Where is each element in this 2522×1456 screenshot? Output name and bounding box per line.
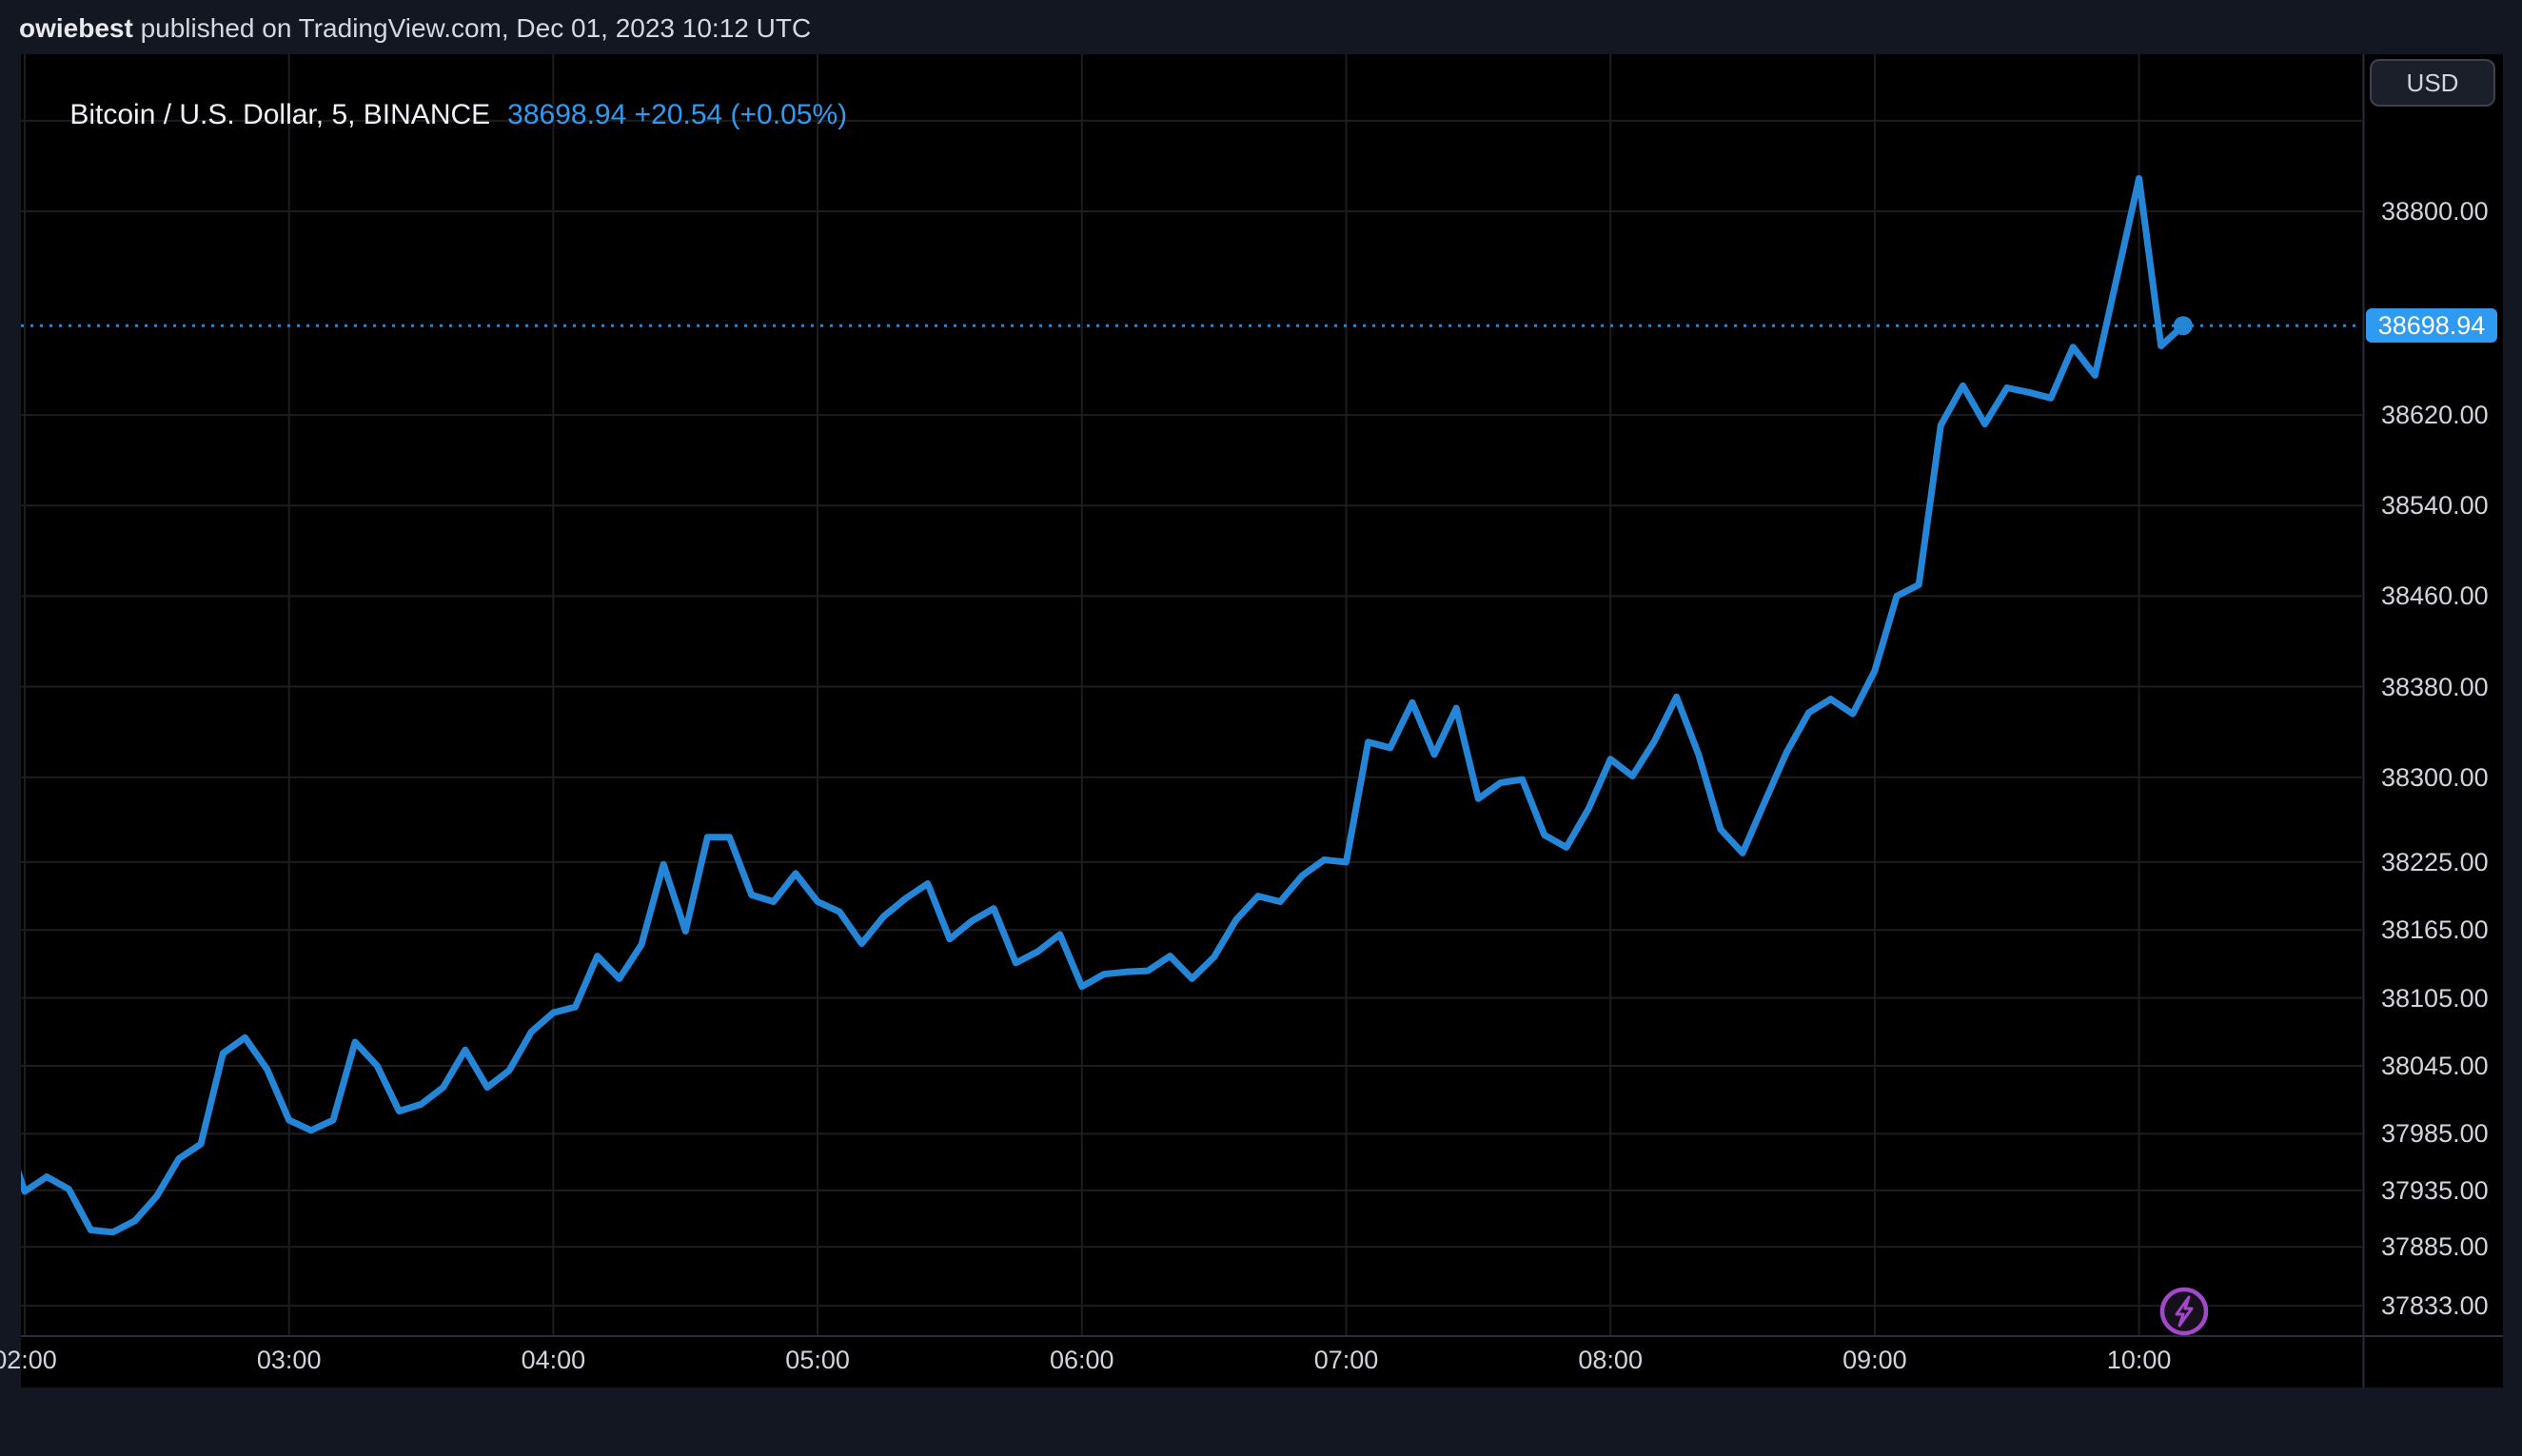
price-tick-label: 38380.00	[2381, 672, 2489, 701]
price-tick-label: 38165.00	[2381, 915, 2489, 945]
current-price-label: 38698.94	[2366, 308, 2497, 344]
chart-panel[interactable]	[21, 54, 2503, 1387]
price-tick-label: 38460.00	[2381, 581, 2489, 611]
flash-badge[interactable]	[2159, 1287, 2209, 1336]
chart-title: Bitcoin / U.S. Dollar, 5, BINANCE 38698.9…	[38, 67, 847, 130]
time-tick-label: 10:00	[2106, 1346, 2172, 1374]
price-tick-label: 37935.00	[2381, 1175, 2489, 1205]
time-tick-label: 04:00	[521, 1346, 586, 1374]
symbol-title: Bitcoin / U.S. Dollar, 5, BINANCE	[69, 99, 491, 130]
price-tick-label: 37985.00	[2381, 1119, 2489, 1149]
time-tick-label: 02:00	[0, 1346, 57, 1374]
price-tick-label: 38540.00	[2381, 491, 2489, 521]
attribution-username: owiebest	[19, 13, 133, 43]
time-tick-label: 03:00	[256, 1346, 322, 1374]
time-tick-label: 07:00	[1313, 1346, 1379, 1374]
attribution-bar: owiebest published on TradingView.com, D…	[0, 0, 2522, 54]
time-tick-label: 06:00	[1050, 1346, 1114, 1374]
price-tick-label: 38225.00	[2381, 847, 2489, 876]
price-axis[interactable]: 38800.00 38620.00 38540.00 38460.00 38380.00…	[2364, 54, 2503, 1387]
footer-bar: TradingView	[0, 1387, 2522, 1456]
attribution-text: owiebest published on TradingView.com, D…	[19, 13, 811, 44]
time-axis[interactable]: 02:00 03:00 04:00 05:00 06:00 07:00 08:00 09:00…	[0, 1335, 2522, 1387]
time-tick-label: 05:00	[785, 1346, 850, 1374]
price-tick-label: 38620.00	[2381, 401, 2489, 430]
flash-badge-circle	[2159, 1287, 2209, 1336]
axis-borders	[21, 54, 2503, 1387]
price-tick-label: 38800.00	[2381, 197, 2489, 226]
last-price-dot	[2173, 316, 2193, 336]
lightning-bolt-icon	[2175, 1295, 2194, 1328]
symbol-quote: 38698.94 +20.54 (+0.05%)	[507, 99, 848, 130]
time-tick-label: 08:00	[1578, 1346, 1643, 1374]
price-series-line	[21, 175, 2187, 1236]
currency-toggle-button[interactable]: USD	[2370, 59, 2495, 107]
price-tick-label: 38105.00	[2381, 983, 2489, 1013]
grid-lines	[21, 54, 2362, 1335]
price-tick-label: 37885.00	[2381, 1232, 2489, 1262]
price-tick-label: 38300.00	[2381, 762, 2489, 792]
attribution-rest: published on TradingView.com, Dec 01, 20…	[132, 13, 812, 43]
price-tick-label: 38045.00	[2381, 1051, 2489, 1080]
price-tick-label: 37833.00	[2381, 1291, 2489, 1321]
time-tick-label: 09:00	[1842, 1346, 1907, 1374]
